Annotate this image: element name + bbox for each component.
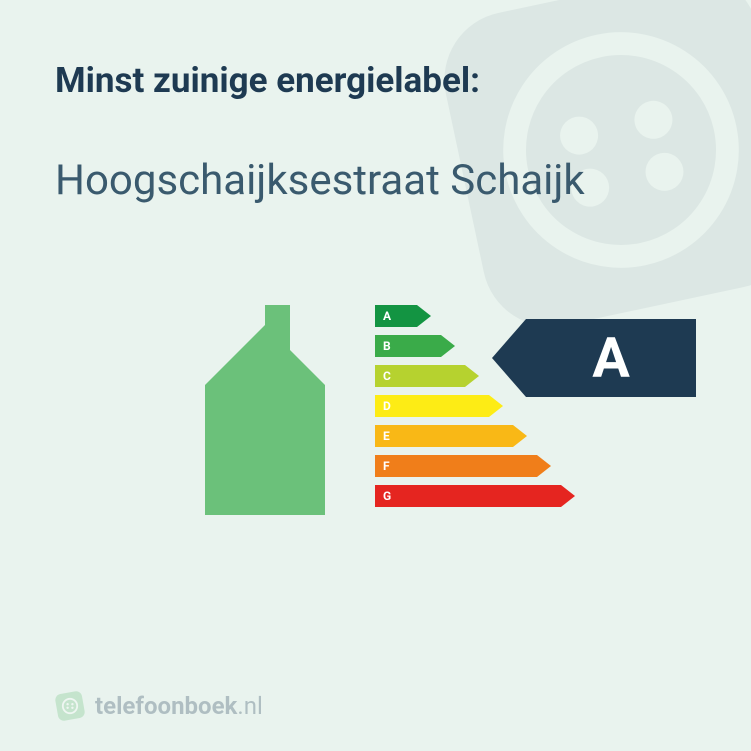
bar-label: B [375,335,441,357]
bar-label: A [375,305,417,327]
energy-bar-e: E [375,423,575,449]
bar-arrow [465,365,479,387]
bar-label: D [375,395,489,417]
brand-icon [55,691,85,721]
page-title: Minst zuinige energielabel: [55,60,696,101]
bar-label: G [375,485,561,507]
house-icon [205,295,370,515]
brand-text: telefoonboek.nl [95,692,263,720]
bar-label: C [375,365,465,387]
energy-label-chart: ABCDEFG A [55,275,696,535]
bar-arrow [561,485,575,507]
brand-name-light: .nl [237,692,262,720]
bar-arrow [513,425,527,447]
badge-arrow [492,319,526,397]
content-card: Minst zuinige energielabel: Hoogschaijks… [0,0,751,535]
bar-label: E [375,425,513,447]
brand-name-bold: telefoonboek [95,692,237,720]
bar-label: F [375,455,537,477]
energy-bar-f: F [375,453,575,479]
footer-brand: telefoonboek.nl [55,691,263,721]
badge-label: A [526,319,696,397]
bar-arrow [489,395,503,417]
location-name: Hoogschaijksestraat Schaijk [55,156,696,205]
energy-bar-g: G [375,483,575,509]
bar-arrow [441,335,455,357]
bar-arrow [417,305,431,327]
rating-badge: A [492,319,696,397]
bar-arrow [537,455,551,477]
